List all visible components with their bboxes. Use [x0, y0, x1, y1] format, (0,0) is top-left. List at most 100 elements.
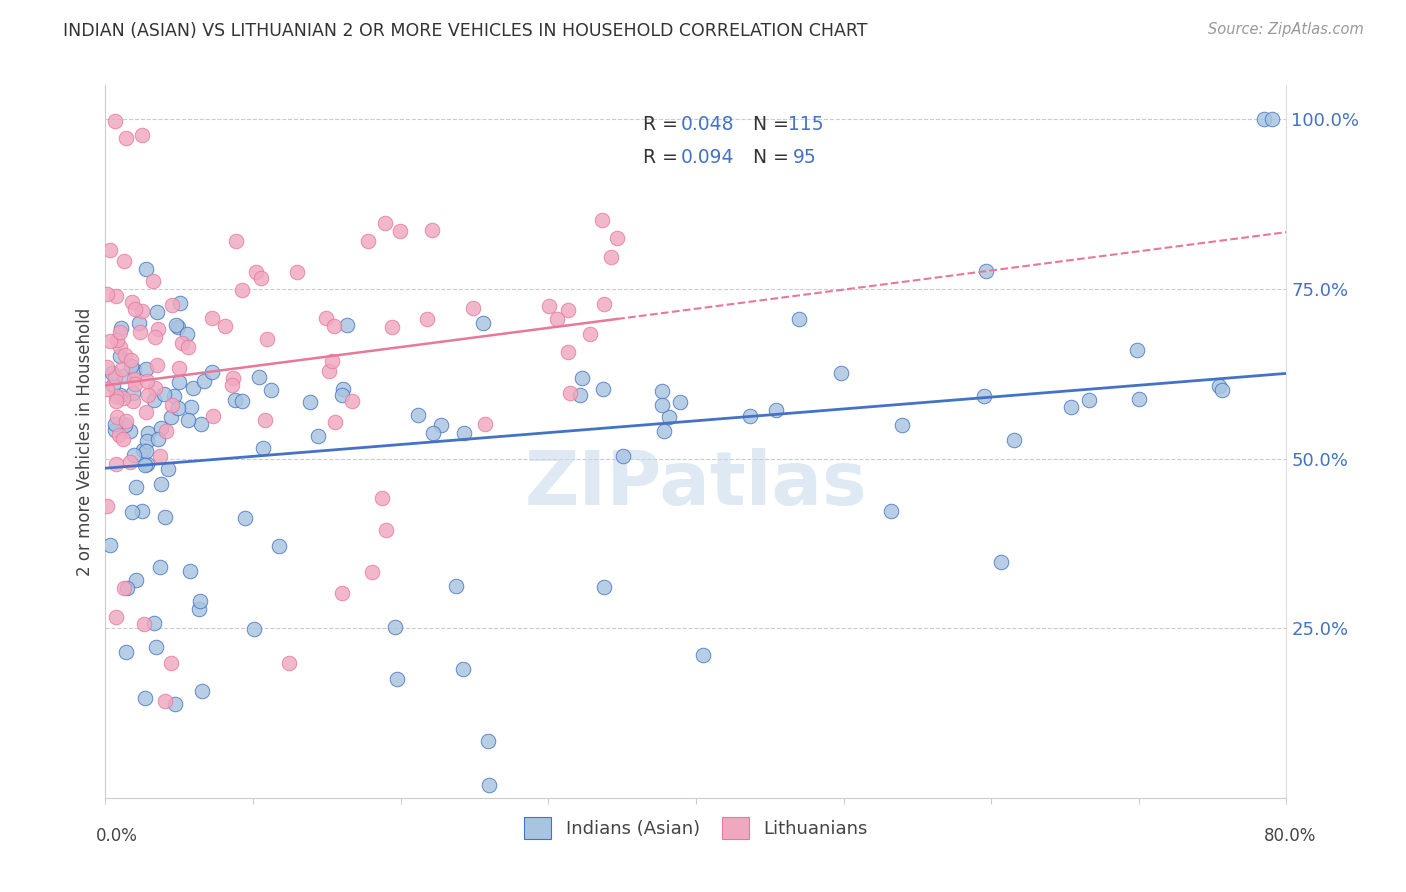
- Point: [104, 114, 127, 128]
- Point: [285, 265, 308, 279]
- Point: [177, 412, 200, 426]
- Point: [974, 264, 997, 278]
- Point: [118, 454, 141, 468]
- Point: [375, 524, 398, 538]
- Point: [890, 418, 912, 433]
- Text: 0.094: 0.094: [681, 148, 734, 167]
- Point: [145, 381, 167, 395]
- Point: [157, 462, 180, 476]
- Point: [148, 560, 170, 574]
- Point: [131, 504, 153, 518]
- Point: [145, 640, 167, 654]
- Point: [243, 622, 266, 636]
- Point: [415, 312, 437, 326]
- Point: [146, 304, 169, 318]
- Point: [136, 457, 159, 471]
- Point: [96, 359, 118, 374]
- Point: [537, 299, 560, 313]
- Point: [252, 441, 274, 455]
- Point: [96, 382, 118, 396]
- Point: [420, 223, 443, 237]
- Point: [546, 312, 568, 326]
- Point: [990, 555, 1012, 569]
- Point: [122, 362, 145, 376]
- Point: [142, 274, 165, 288]
- Point: [201, 310, 224, 325]
- Point: [360, 566, 382, 580]
- Point: [658, 410, 681, 425]
- Point: [111, 362, 134, 376]
- Point: [474, 417, 496, 431]
- Point: [136, 434, 159, 448]
- Point: [160, 656, 183, 670]
- Point: [267, 539, 290, 553]
- Point: [167, 361, 190, 376]
- Point: [150, 421, 173, 435]
- Text: N =: N =: [752, 148, 794, 167]
- Point: [104, 457, 127, 471]
- Point: [571, 371, 593, 385]
- Point: [374, 216, 396, 230]
- Point: [740, 409, 762, 423]
- Point: [98, 334, 121, 349]
- Text: R =: R =: [643, 115, 683, 134]
- Point: [193, 375, 215, 389]
- Point: [593, 580, 616, 594]
- Text: 80.0%: 80.0%: [1264, 827, 1316, 845]
- Point: [190, 417, 212, 431]
- Point: [332, 382, 354, 396]
- Point: [135, 361, 157, 376]
- Point: [315, 311, 337, 326]
- Point: [166, 319, 188, 334]
- Point: [471, 316, 494, 330]
- Point: [183, 381, 205, 395]
- Point: [96, 499, 118, 513]
- Point: [170, 336, 193, 351]
- Legend: Indians (Asian), Lithuanians: Indians (Asian), Lithuanians: [513, 806, 879, 850]
- Point: [385, 673, 408, 687]
- Point: [105, 609, 128, 624]
- Point: [422, 426, 444, 441]
- Point: [298, 395, 321, 409]
- Point: [162, 298, 184, 312]
- Point: [477, 734, 499, 748]
- Point: [336, 318, 359, 333]
- Point: [1253, 112, 1275, 126]
- Point: [143, 330, 166, 344]
- Point: [1261, 112, 1284, 126]
- Point: [381, 320, 404, 334]
- Point: [330, 585, 353, 599]
- Point: [879, 503, 901, 517]
- Point: [651, 398, 673, 412]
- Point: [592, 297, 614, 311]
- Point: [202, 409, 225, 423]
- Point: [224, 393, 246, 408]
- Point: [131, 304, 153, 318]
- Point: [155, 694, 177, 708]
- Point: [105, 410, 128, 425]
- Point: [652, 425, 675, 439]
- Point: [249, 271, 271, 285]
- Point: [651, 384, 673, 398]
- Point: [1211, 383, 1233, 397]
- Point: [430, 417, 453, 432]
- Text: INDIAN (ASIAN) VS LITHUANIAN 2 OR MORE VEHICLES IN HOUSEHOLD CORRELATION CHART: INDIAN (ASIAN) VS LITHUANIAN 2 OR MORE V…: [63, 22, 868, 40]
- Text: ZIPatlas: ZIPatlas: [524, 448, 868, 521]
- Point: [122, 448, 145, 462]
- Point: [444, 579, 467, 593]
- Point: [104, 370, 127, 384]
- Point: [121, 505, 143, 519]
- Point: [146, 358, 169, 372]
- Point: [121, 295, 143, 310]
- Point: [121, 353, 143, 368]
- Point: [112, 581, 135, 595]
- Point: [201, 365, 224, 379]
- Point: [152, 387, 174, 401]
- Point: [104, 289, 127, 303]
- Point: [256, 332, 278, 346]
- Point: [132, 443, 155, 458]
- Point: [188, 594, 211, 608]
- Point: [592, 382, 614, 396]
- Point: [136, 374, 159, 388]
- Point: [114, 368, 136, 383]
